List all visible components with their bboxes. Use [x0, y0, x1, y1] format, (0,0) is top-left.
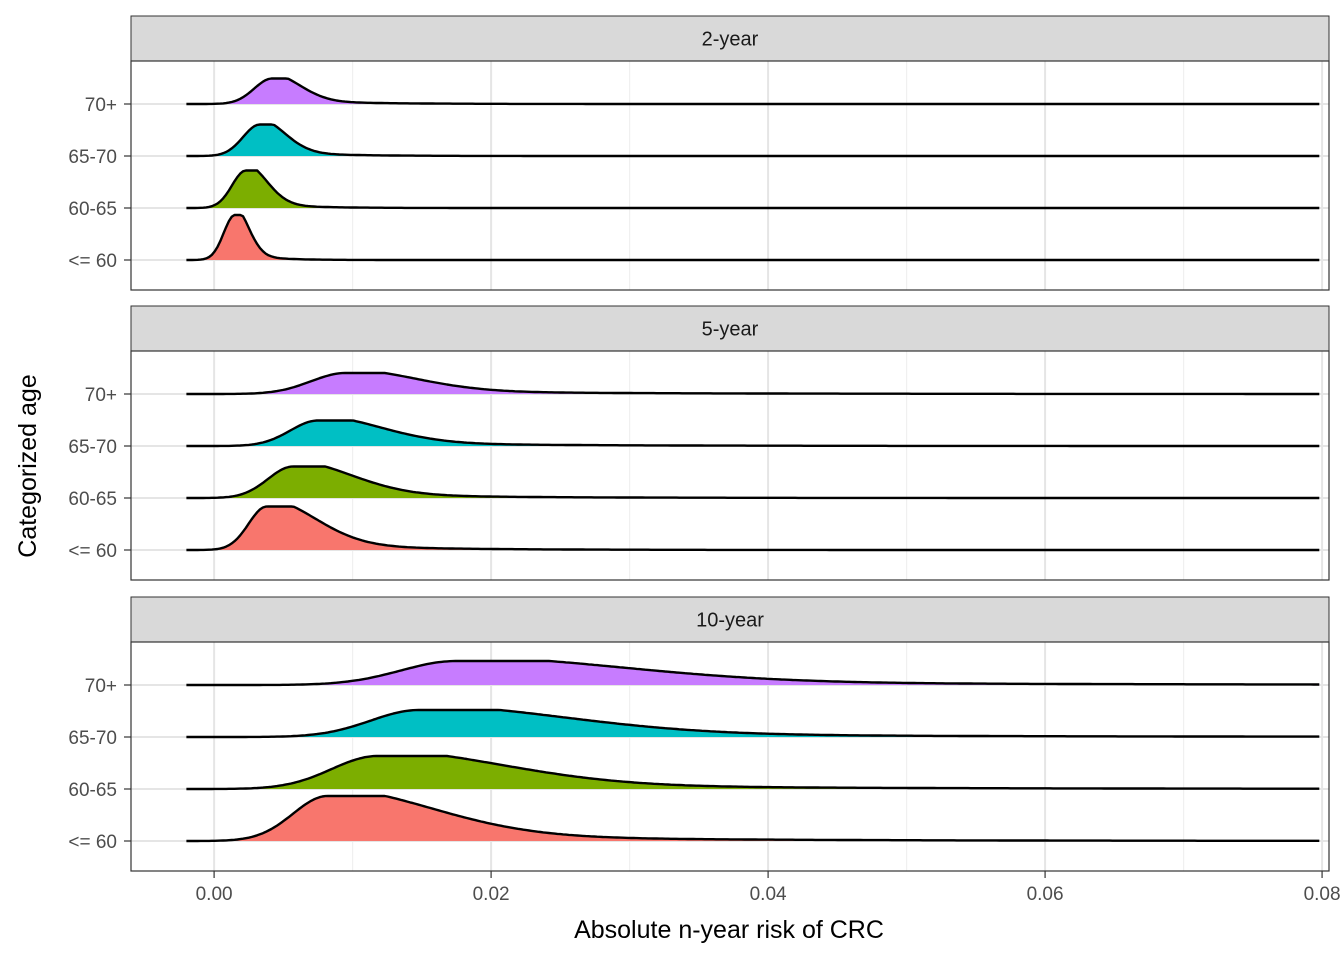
facet-panel: 10-year <= 60 60-65 65-70 70+	[68, 596, 1330, 872]
x-axis-title: Absolute n-year risk of CRC	[574, 916, 884, 944]
ridge-fill	[186, 756, 1320, 789]
x-tick-label: 0.06	[1027, 884, 1064, 905]
ridge-line	[186, 169, 1320, 210]
y-tick-label: 60-65	[68, 780, 117, 801]
ridge-fill	[186, 796, 1320, 841]
y-tick-label: 60-65	[68, 489, 117, 510]
y-tick-label: 70+	[85, 385, 117, 406]
ridge-fill	[186, 420, 1320, 446]
facet-panel: 5-year <= 60 60-65 65-70 70+	[68, 305, 1330, 581]
y-tick-label: 70+	[85, 676, 117, 697]
facet-strip-label: 10-year	[696, 610, 764, 632]
facet-strip-label: 5-year	[702, 319, 759, 341]
ridge-line	[186, 659, 1320, 687]
y-tick-label: <= 60	[68, 832, 117, 853]
ridge-line	[186, 419, 1320, 448]
ridge-line	[186, 77, 1320, 106]
x-tick-label: 0.04	[750, 884, 787, 905]
panel-border	[130, 60, 1330, 291]
y-tick-label: 70+	[85, 95, 117, 116]
facet-panel: 2-year <= 60 60-65 65-70 70+	[68, 15, 1330, 291]
ridge-fill	[186, 124, 1320, 156]
facet-strip	[130, 305, 1330, 352]
ridge-line	[186, 213, 1320, 262]
ridge-line	[186, 371, 1320, 396]
panel-border	[130, 350, 1330, 581]
x-tick-label: 0.02	[473, 884, 510, 905]
ridge-line	[186, 505, 1320, 552]
facet-strip-label: 2-year	[702, 29, 759, 51]
y-tick-label: <= 60	[68, 541, 117, 562]
ridge-fill	[186, 710, 1320, 737]
ridge-line	[186, 754, 1320, 791]
panel-border	[130, 641, 1330, 872]
ridge-line	[186, 708, 1320, 739]
ridge-line	[186, 123, 1320, 158]
y-tick-label: 65-70	[68, 437, 117, 458]
y-tick-label: 65-70	[68, 147, 117, 168]
x-axis: 0.00 0.02 0.04 0.06 0.08	[196, 871, 1341, 905]
y-tick-label: 60-65	[68, 199, 117, 220]
ridge-line	[186, 794, 1320, 843]
ridge-line	[186, 465, 1320, 500]
facet-strip	[130, 596, 1330, 643]
ridge-fill	[186, 661, 1320, 685]
y-axis-title: Categorized age	[14, 374, 42, 557]
ridge-fill	[186, 78, 1320, 104]
x-tick-label: 0.08	[1304, 884, 1341, 905]
ridge-fill	[186, 466, 1320, 498]
y-tick-label: 65-70	[68, 728, 117, 749]
y-tick-label: <= 60	[68, 251, 117, 272]
facet-panels: 2-year <= 60 60-65 65-70 70+ 5-year <= 60 60-65…	[68, 15, 1330, 872]
facet-strip	[130, 15, 1330, 62]
x-tick-label: 0.00	[196, 884, 233, 905]
